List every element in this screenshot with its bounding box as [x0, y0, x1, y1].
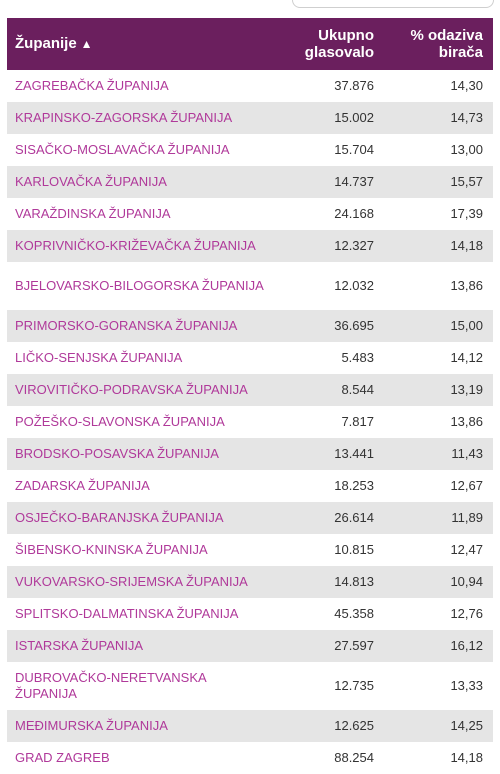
- total-voted-cell: 26.614: [275, 502, 384, 534]
- column-header-turnout-line1: % odaziva: [410, 27, 483, 44]
- turnout-percent-cell: 17,39: [450, 206, 483, 221]
- table-row: VARAŽDINSKA ŽUPANIJA 24.168 17,39: [7, 198, 493, 230]
- county-name-link[interactable]: SISAČKO-MOSLAVAČKA ŽUPANIJA: [15, 142, 230, 157]
- turnout-percent-cell: 10,94: [384, 566, 493, 598]
- county-name-link[interactable]: POŽEŠKO-SLAVONSKA ŽUPANIJA: [15, 414, 225, 429]
- county-name-link[interactable]: KOPRIVNIČKO-KRIŽEVAČKA ŽUPANIJA: [7, 230, 275, 262]
- total-voted-cell: 10.815: [334, 542, 374, 557]
- turnout-percent-cell: 14,30: [450, 78, 483, 93]
- turnout-percent-cell: 15,57: [384, 166, 493, 198]
- county-name-link[interactable]: DUBROVAČKO-NERETVANSKA ŽUPANIJA: [15, 670, 206, 701]
- table-row: PRIMORSKO-GORANSKA ŽUPANIJA 36.695 15,00: [7, 310, 493, 342]
- table-row: BRODSKO-POSAVSKA ŽUPANIJA 13.441 11,43: [7, 438, 493, 470]
- total-voted-cell: 7.817: [341, 414, 374, 429]
- total-voted-cell: 12.032: [334, 278, 374, 293]
- total-voted-cell: 13.441: [275, 438, 384, 470]
- total-voted-cell: 36.695: [275, 310, 384, 342]
- total-voted-cell: 24.168: [334, 206, 374, 221]
- column-header-counties[interactable]: Županije ▲: [7, 18, 275, 70]
- table-row: ZADARSKA ŽUPANIJA 18.253 12,67: [7, 470, 493, 502]
- table-row: VIROVITIČKO-PODRAVSKA ŽUPANIJA 8.544 13,19: [7, 374, 493, 406]
- column-header-total-line2: glasovalo: [304, 44, 374, 61]
- county-name-link[interactable]: KRAPINSKO-ZAGORSKA ŽUPANIJA: [7, 102, 275, 134]
- sort-ascending-icon: ▲: [80, 37, 93, 51]
- total-voted-cell: 37.876: [334, 78, 374, 93]
- turnout-percent-cell: 14,73: [384, 102, 493, 134]
- table-row: ISTARSKA ŽUPANIJA 27.597 16,12: [7, 630, 493, 662]
- county-name-link[interactable]: PRIMORSKO-GORANSKA ŽUPANIJA: [7, 310, 275, 342]
- county-name-link[interactable]: SPLITSKO-DALMATINSKA ŽUPANIJA: [15, 606, 239, 621]
- county-name-link[interactable]: VUKOVARSKO-SRIJEMSKA ŽUPANIJA: [7, 566, 275, 598]
- turnout-percent-cell: 13,33: [450, 678, 483, 693]
- turnout-percent-cell: 15,00: [384, 310, 493, 342]
- turnout-percent-cell: 14,25: [384, 710, 493, 742]
- column-header-turnout[interactable]: % odaziva birača: [384, 18, 493, 70]
- column-header-turnout-line2: birača: [438, 44, 483, 61]
- turnout-percent-cell: 11,43: [384, 438, 493, 470]
- total-voted-cell: 88.254: [334, 750, 374, 765]
- column-header-total-voted[interactable]: Ukupno glasovalo: [275, 18, 384, 70]
- table-row: POŽEŠKO-SLAVONSKA ŽUPANIJA 7.817 13,86: [7, 406, 493, 438]
- total-voted-cell: 5.483: [341, 350, 374, 365]
- total-voted-cell: 14.813: [275, 566, 384, 598]
- county-name-link[interactable]: ZAGREBAČKA ŽUPANIJA: [15, 78, 169, 93]
- turnout-percent-cell: 16,12: [384, 630, 493, 662]
- table-header-row: Županije ▲ Ukupno glasovalo % odaziva bir…: [7, 18, 493, 70]
- turnout-percent-cell: 12,67: [450, 478, 483, 493]
- column-header-total-line1: Ukupno: [318, 27, 374, 44]
- table-row: SPLITSKO-DALMATINSKA ŽUPANIJA 45.358 12,76: [7, 598, 493, 630]
- column-header-counties-label: Županije: [15, 35, 77, 52]
- turnout-percent-cell: 13,86: [450, 414, 483, 429]
- county-name-link[interactable]: LIČKO-SENJSKA ŽUPANIJA: [15, 350, 183, 365]
- table-row: SISAČKO-MOSLAVAČKA ŽUPANIJA 15.704 13,00: [7, 134, 493, 166]
- county-name-link[interactable]: OSJEČKO-BARANJSKA ŽUPANIJA: [7, 502, 275, 534]
- total-voted-cell: 12.625: [275, 710, 384, 742]
- table-row: KOPRIVNIČKO-KRIŽEVAČKA ŽUPANIJA 12.327 14,…: [7, 230, 493, 262]
- turnout-table: Županije ▲ Ukupno glasovalo % odaziva bir…: [7, 18, 493, 774]
- total-voted-cell: 45.358: [334, 606, 374, 621]
- total-voted-cell: 15.704: [334, 142, 374, 157]
- table-row: ZAGREBAČKA ŽUPANIJA 37.876 14,30: [7, 70, 493, 102]
- turnout-percent-cell: 13,19: [384, 374, 493, 406]
- turnout-percent-cell: 12,76: [450, 606, 483, 621]
- turnout-percent-cell: 14,12: [450, 350, 483, 365]
- county-name-link[interactable]: MEĐIMURSKA ŽUPANIJA: [7, 710, 275, 742]
- turnout-percent-cell: 14,18: [384, 230, 493, 262]
- table-row: KRAPINSKO-ZAGORSKA ŽUPANIJA 15.002 14,73: [7, 102, 493, 134]
- table-row: VUKOVARSKO-SRIJEMSKA ŽUPANIJA 14.813 10,94: [7, 566, 493, 598]
- top-search-box[interactable]: [292, 0, 494, 8]
- county-name-link[interactable]: ZADARSKA ŽUPANIJA: [15, 478, 150, 493]
- table-row: ŠIBENSKO-KNINSKA ŽUPANIJA 10.815 12,47: [7, 534, 493, 566]
- total-voted-cell: 14.737: [275, 166, 384, 198]
- total-voted-cell: 12.327: [275, 230, 384, 262]
- turnout-percent-cell: 12,47: [450, 542, 483, 557]
- table-row: BJELOVARSKO-BILOGORSKA ŽUPANIJA 12.032 13,…: [7, 262, 493, 310]
- county-name-link[interactable]: KARLOVAČKA ŽUPANIJA: [7, 166, 275, 198]
- table-row: GRAD ZAGREB 88.254 14,18: [7, 742, 493, 774]
- table-row: LIČKO-SENJSKA ŽUPANIJA 5.483 14,12: [7, 342, 493, 374]
- county-name-link[interactable]: ŠIBENSKO-KNINSKA ŽUPANIJA: [15, 542, 208, 557]
- county-name-link[interactable]: ISTARSKA ŽUPANIJA: [7, 630, 275, 662]
- turnout-percent-cell: 11,89: [384, 502, 493, 534]
- county-name-link[interactable]: BRODSKO-POSAVSKA ŽUPANIJA: [7, 438, 275, 470]
- total-voted-cell: 8.544: [275, 374, 384, 406]
- county-name-link[interactable]: VIROVITIČKO-PODRAVSKA ŽUPANIJA: [7, 374, 275, 406]
- county-name-link[interactable]: GRAD ZAGREB: [15, 750, 110, 765]
- table-row: DUBROVAČKO-NERETVANSKA ŽUPANIJA 12.735 13,…: [7, 662, 493, 710]
- turnout-percent-cell: 13,86: [450, 278, 483, 293]
- turnout-percent-cell: 13,00: [450, 142, 483, 157]
- table-row: KARLOVAČKA ŽUPANIJA 14.737 15,57: [7, 166, 493, 198]
- table-row: MEĐIMURSKA ŽUPANIJA 12.625 14,25: [7, 710, 493, 742]
- turnout-percent-cell: 14,18: [450, 750, 483, 765]
- county-name-link[interactable]: VARAŽDINSKA ŽUPANIJA: [15, 206, 171, 221]
- total-voted-cell: 18.253: [334, 478, 374, 493]
- total-voted-cell: 27.597: [275, 630, 384, 662]
- table-row: OSJEČKO-BARANJSKA ŽUPANIJA 26.614 11,89: [7, 502, 493, 534]
- total-voted-cell: 12.735: [334, 678, 374, 693]
- total-voted-cell: 15.002: [275, 102, 384, 134]
- county-name-link[interactable]: BJELOVARSKO-BILOGORSKA ŽUPANIJA: [15, 278, 264, 293]
